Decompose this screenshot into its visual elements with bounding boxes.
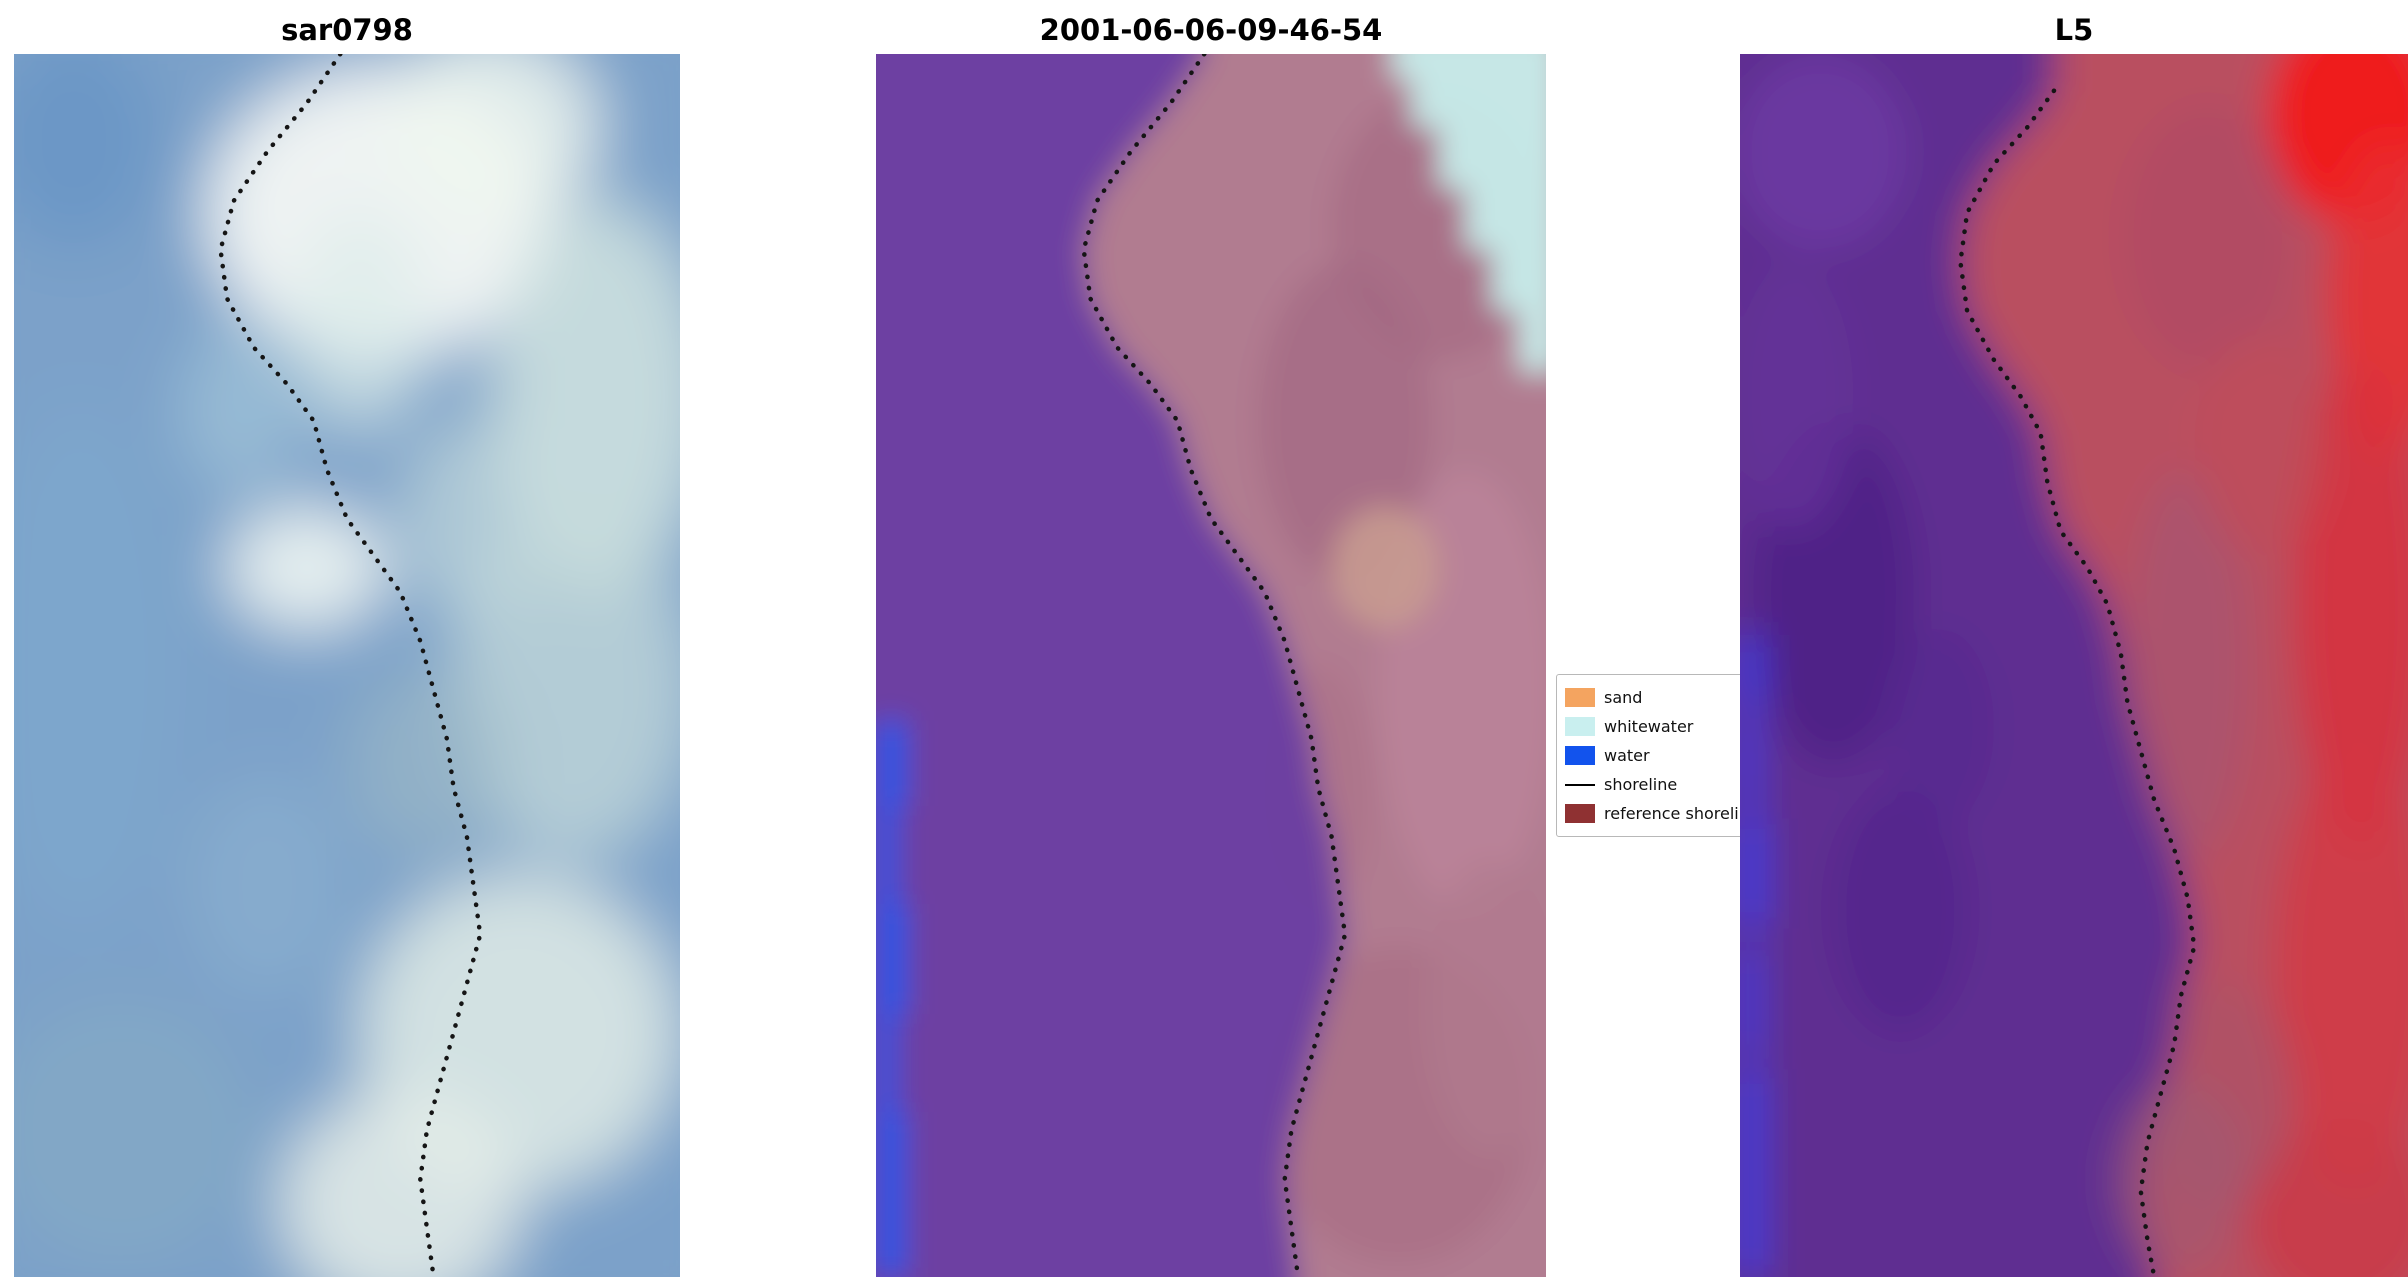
legend-label: sand <box>1604 688 1643 707</box>
title-l5: L5 <box>2054 13 2094 47</box>
legend-patch-swatch <box>1565 688 1595 707</box>
legend-label: whitewater <box>1604 717 1694 736</box>
title-sar: sar0798 <box>281 13 413 47</box>
legend-item: whitewater <box>1565 712 1785 741</box>
legend-patch-swatch <box>1565 746 1595 765</box>
legend-line-swatch <box>1565 783 1595 786</box>
legend-patch-swatch <box>1565 804 1595 823</box>
panel-sar <box>14 54 680 1277</box>
legend-label: shoreline <box>1604 775 1678 794</box>
legend-patch-swatch <box>1565 717 1595 736</box>
l5-image <box>1740 54 2408 1277</box>
classified-image <box>876 54 1546 1277</box>
legend-item: sand <box>1565 683 1785 712</box>
legend-item: shoreline <box>1565 770 1785 799</box>
legend-item: reference shoreline <box>1565 799 1785 828</box>
legend-label: water <box>1604 746 1650 765</box>
legend-item: water <box>1565 741 1785 770</box>
panel-cls <box>876 54 1546 1277</box>
sar-image <box>14 54 680 1277</box>
title-cls: 2001-06-06-09-46-54 <box>1039 13 1383 47</box>
legend-label: reference shoreline <box>1604 804 1759 823</box>
panel-l5 <box>1740 54 2408 1277</box>
legend-rows: sand whitewater water shoreline reference sh… <box>1565 683 1785 828</box>
